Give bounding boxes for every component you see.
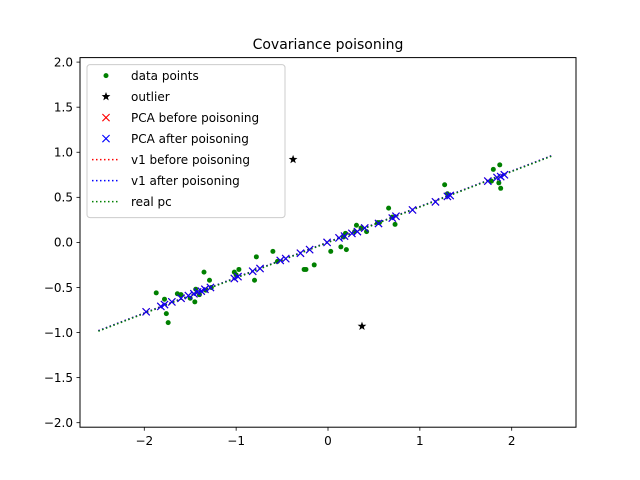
x-tick-label: −1 <box>227 434 245 448</box>
series-1-point-1 <box>357 321 367 330</box>
series-3-point-25 <box>374 219 383 228</box>
y-tick-label: 0.5 <box>54 191 73 205</box>
series-0-point-16 <box>236 266 242 272</box>
series-3-point-32 <box>483 177 492 186</box>
series-3-point-5 <box>184 291 193 300</box>
y-tick-label: −1.5 <box>44 371 73 385</box>
series-0-point-12 <box>207 277 213 283</box>
series-3-point-15 <box>276 256 285 265</box>
y-tick-label: −2.0 <box>44 416 73 430</box>
legend-label-5: v1 after poisoning <box>131 174 240 188</box>
legend-marker-2 <box>102 113 110 122</box>
x-tick-label: 2 <box>508 434 516 448</box>
series-3-point-3 <box>167 297 176 306</box>
series-3-point-9 <box>200 285 209 294</box>
series-3-point-30 <box>443 192 452 201</box>
series-0-point-25 <box>338 244 344 250</box>
legend-label-4: v1 before poisoning <box>131 153 250 167</box>
legend-label-2: PCA before poisoning <box>131 111 259 125</box>
series-3-point-17 <box>296 249 305 258</box>
series-0-point-44 <box>498 185 504 191</box>
series-6-line <box>98 155 552 332</box>
series-3-point-29 <box>431 197 440 206</box>
series-0-point-7 <box>192 299 198 305</box>
series-3-point-23 <box>353 227 362 236</box>
x-tick-label: 0 <box>324 434 332 448</box>
y-tick-label: −0.5 <box>44 281 73 295</box>
series-3-point-14 <box>256 264 265 273</box>
series-0-point-8 <box>193 286 199 292</box>
series-0-point-39 <box>444 191 450 197</box>
series-3-point-31 <box>446 191 455 200</box>
series-3-point-21 <box>340 232 349 241</box>
legend-label-1: outlier <box>131 90 170 104</box>
y-tick-label: −1.0 <box>44 326 73 340</box>
chart-title: Covariance poisoning <box>253 37 404 53</box>
series-0-point-17 <box>252 277 258 283</box>
series-0-point-5 <box>178 292 184 298</box>
series-0-point-28 <box>343 247 349 253</box>
legend-marker-1 <box>101 92 111 101</box>
series-3-point-13 <box>248 267 257 276</box>
series-0-point-23 <box>311 262 317 268</box>
series-0-point-43 <box>497 162 503 168</box>
series-3-point-22 <box>347 229 356 238</box>
series-3-point-12 <box>233 272 242 281</box>
series-3-point-24 <box>360 223 369 232</box>
legend: data points outlier PCA before poisoning PC… <box>86 64 286 219</box>
series-3-point-27 <box>391 212 400 221</box>
y-tick-label: 2.0 <box>54 55 73 69</box>
axis-ticks: −2 −1 0 1 2 −2.0 −1.5 −1.0 −0.5 0.0 0.5 1.0 1.5 2.0 <box>44 55 516 448</box>
series-0-point-0 <box>153 290 159 296</box>
series-0-point-38 <box>442 182 448 188</box>
series-0-point-42 <box>496 180 502 186</box>
legend-label-3: PCA after poisoning <box>131 132 249 146</box>
series-3-point-35 <box>500 170 509 179</box>
series-0-point-6 <box>187 295 193 301</box>
x-tick-label: 1 <box>416 434 424 448</box>
series-3-point-19 <box>323 238 332 247</box>
plot-area <box>98 154 552 332</box>
series-0-point-2 <box>163 311 169 317</box>
legend-label-0: data points <box>131 69 199 83</box>
series-3-point-16 <box>281 254 290 263</box>
legend-label-6: real pc <box>131 195 172 209</box>
legend-marker-0 <box>103 73 109 79</box>
series-3-point-4 <box>177 294 186 303</box>
series-3-point-10 <box>206 283 215 292</box>
series-0-point-40 <box>488 178 494 184</box>
series-0-point-19 <box>270 248 276 254</box>
legend-marker-3 <box>102 134 110 143</box>
y-tick-label: 0.0 <box>54 236 73 250</box>
series-0-point-35 <box>386 205 392 211</box>
x-tick-label: −2 <box>135 434 153 448</box>
series-3-point-28 <box>408 205 417 214</box>
series-0-point-3 <box>165 320 171 326</box>
series-0-point-18 <box>253 254 259 260</box>
y-tick-label: 1.0 <box>54 146 73 160</box>
series-0-point-30 <box>353 222 359 228</box>
series-0-point-10 <box>201 269 207 275</box>
series-3-point-0 <box>142 307 151 316</box>
legend-box <box>86 64 286 219</box>
series-0-point-37 <box>392 221 398 227</box>
y-tick-label: 1.5 <box>54 100 73 114</box>
series-3-point-18 <box>305 245 314 254</box>
series-0-point-24 <box>328 248 334 254</box>
series-1-point-0 <box>288 154 298 164</box>
series-3-point-2 <box>160 300 169 309</box>
series-0-point-1 <box>162 296 168 302</box>
series-0-point-13 <box>208 284 214 290</box>
series-0-point-22 <box>303 266 309 272</box>
series-3-point-20 <box>335 233 344 242</box>
series-0-point-41 <box>490 166 496 172</box>
